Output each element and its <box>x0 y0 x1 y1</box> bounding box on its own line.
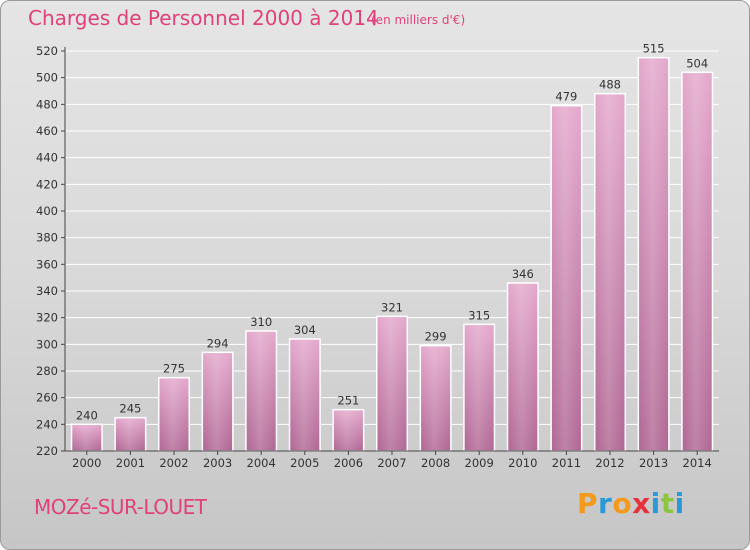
logo-letter: P <box>577 487 599 520</box>
y-tick-label: 500 <box>36 71 58 85</box>
x-tick-label: 2007 <box>377 456 406 470</box>
value-label: 299 <box>425 330 447 344</box>
logo-letter: i <box>674 487 685 520</box>
y-tick-label: 300 <box>36 337 58 351</box>
logo-letter: x <box>632 487 651 520</box>
x-tick-label: 2010 <box>508 456 537 470</box>
bar-shine <box>682 73 712 450</box>
x-tick-label: 2002 <box>159 456 188 470</box>
y-tick-label: 400 <box>36 204 58 218</box>
value-label: 515 <box>643 42 665 56</box>
axes <box>61 47 719 455</box>
x-tick-label: 2000 <box>72 456 101 470</box>
x-tick-label: 2011 <box>552 456 581 470</box>
bar-shine <box>421 346 450 450</box>
bar-shine <box>595 94 625 451</box>
bar-shine <box>159 378 189 450</box>
x-tick-label: 2005 <box>290 456 319 470</box>
x-tick-label: 2012 <box>595 456 624 470</box>
bar-shine <box>203 353 232 450</box>
bar-shine <box>334 410 363 450</box>
commune-name: MOZé-SUR-LOUET <box>34 495 207 519</box>
x-tick-label: 2013 <box>639 456 668 470</box>
value-label: 479 <box>555 90 577 104</box>
bar-shine <box>508 284 538 450</box>
bar-shine <box>72 425 102 450</box>
value-label: 321 <box>381 300 403 314</box>
bar-shine <box>552 106 581 451</box>
y-tick-label: 320 <box>36 311 58 325</box>
chart-title: Charges de Personnel 2000 à 2014 <box>28 6 379 30</box>
y-tick-label: 360 <box>36 257 58 271</box>
x-tick-label: 2004 <box>247 456 276 470</box>
bar-shine <box>246 332 276 450</box>
y-tick-label: 340 <box>36 284 58 298</box>
value-label: 251 <box>337 394 359 408</box>
y-tick-label: 440 <box>36 151 58 165</box>
logo-letter: t <box>660 487 675 520</box>
logo-letter: i <box>650 487 661 520</box>
value-label: 315 <box>468 308 490 322</box>
value-label: 294 <box>207 336 229 350</box>
value-label: 240 <box>76 408 98 422</box>
labels: 220 240 260 280 300 320 340 360 380 400 420 440 460 4… <box>36 42 712 470</box>
x-tick-label: 2003 <box>203 456 232 470</box>
value-label: 346 <box>512 267 534 281</box>
y-tick-label: 520 <box>36 44 58 58</box>
y-tick-label: 380 <box>36 231 58 245</box>
value-label: 504 <box>686 56 708 70</box>
x-tick-label: 2014 <box>683 456 712 470</box>
logo-letter: r <box>598 487 613 520</box>
y-tick-label: 280 <box>36 364 58 378</box>
logo-letter: o <box>612 487 633 520</box>
bar-shine <box>116 418 145 450</box>
x-tick-label: 2006 <box>334 456 363 470</box>
value-label: 310 <box>250 315 272 329</box>
value-label: 304 <box>294 323 316 337</box>
y-tick-label: 220 <box>36 444 58 458</box>
value-label: 275 <box>163 362 185 376</box>
x-tick-label: 2001 <box>116 456 145 470</box>
bar-shine <box>377 317 407 450</box>
value-label: 488 <box>599 78 621 92</box>
bars <box>70 56 714 452</box>
bar-shine <box>290 340 320 450</box>
y-tick-label: 460 <box>36 124 58 138</box>
x-tick-label: 2009 <box>465 456 494 470</box>
proxiti-logo: Proxiti <box>577 487 685 520</box>
bar-shine <box>639 58 668 451</box>
x-tick-label: 2008 <box>421 456 450 470</box>
y-tick-label: 480 <box>36 97 58 111</box>
y-tick-label: 240 <box>36 417 58 431</box>
y-tick-label: 260 <box>36 391 58 405</box>
chart-subtitle: (en milliers d'€) <box>371 13 466 27</box>
value-label: 245 <box>119 402 141 416</box>
bar-shine <box>464 325 494 450</box>
y-tick-label: 420 <box>36 177 58 191</box>
